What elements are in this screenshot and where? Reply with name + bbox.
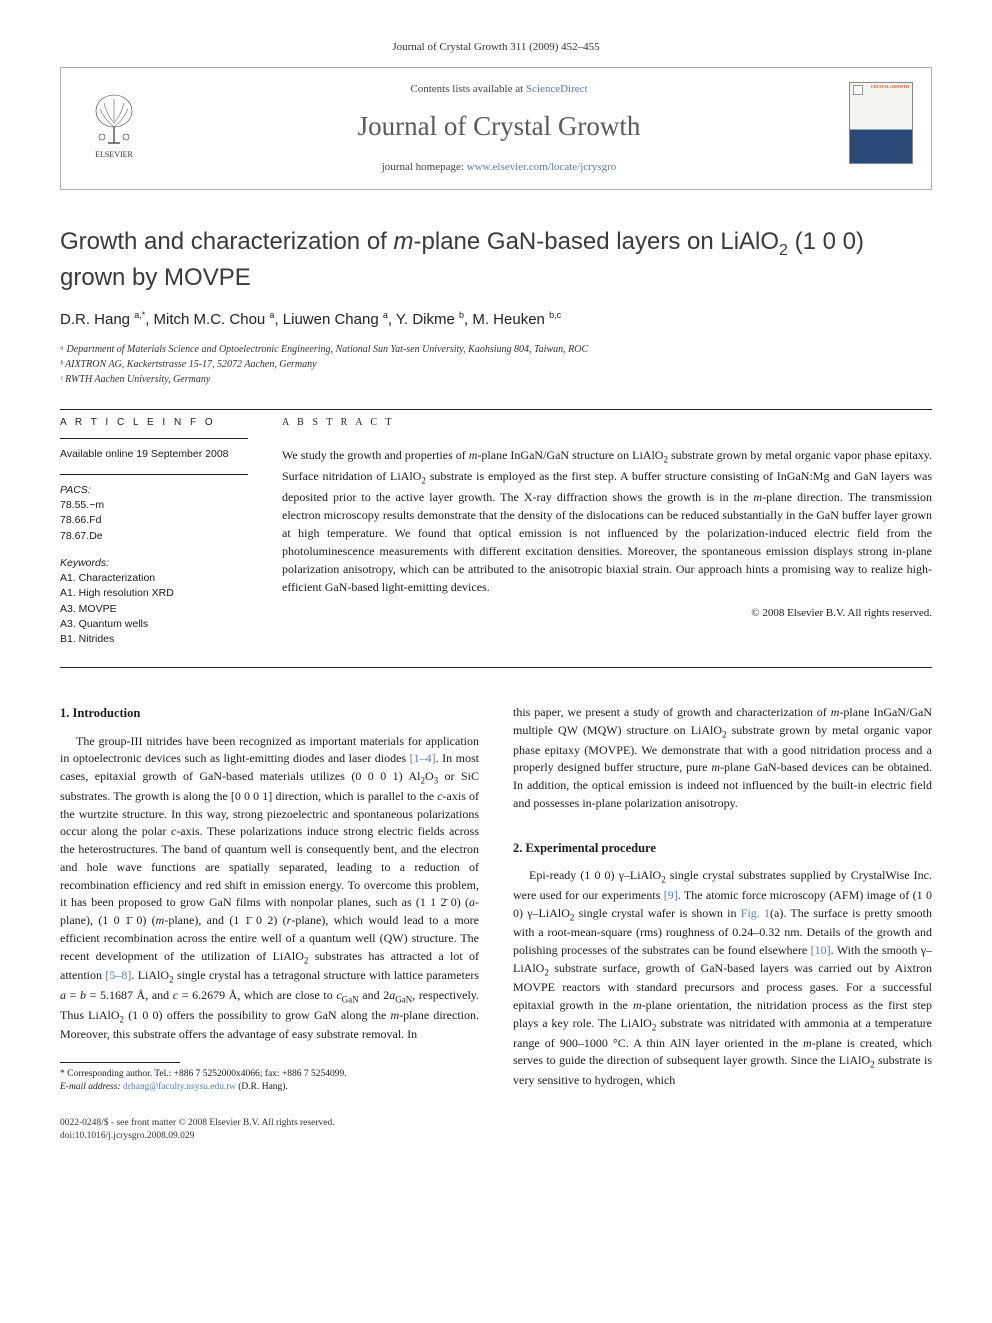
pacs-code: 78.67.De: [60, 529, 248, 544]
section-heading-introduction: 1. Introduction: [60, 704, 479, 723]
affiliation-a: ᵃ Department of Materials Science and Op…: [60, 342, 932, 357]
keyword: A3. Quantum wells: [60, 617, 248, 632]
cover-brand-text: CRYSTAL GROWTH: [871, 85, 909, 89]
article-title: Growth and characterization of m-plane G…: [60, 226, 932, 293]
body-columns: 1. Introduction The group-III nitrides h…: [60, 704, 932, 1095]
email-suffix: (D.R. Hang).: [238, 1082, 288, 1092]
authors-line: D.R. Hang a,*, Mitch M.C. Chou a, Liuwen…: [60, 309, 932, 330]
elsevier-logo: ELSEVIER: [79, 82, 149, 160]
affiliation-c: ᶜ RWTH Aachen University, Germany: [60, 372, 932, 387]
article-info-column: A R T I C L E I N F O Available online 1…: [60, 410, 248, 659]
abstract-copyright: © 2008 Elsevier B.V. All rights reserved…: [282, 606, 932, 621]
abstract-column: A B S T R A C T We study the growth and …: [282, 410, 932, 659]
citation-line: Journal of Crystal Growth 311 (2009) 452…: [60, 40, 932, 55]
experimental-paragraph: Epi-ready (1 0 0) γ–LiAlO2 single crysta…: [513, 867, 932, 1090]
abstract-heading: A B S T R A C T: [282, 410, 932, 438]
keywords-label: Keywords:: [60, 556, 248, 571]
contents-available-line: Contents lists available at ScienceDirec…: [163, 82, 835, 97]
keyword: A3. MOVPE: [60, 602, 248, 617]
footnote-corr: * Corresponding author. Tel.: +886 7 525…: [60, 1068, 479, 1081]
keyword: A1. Characterization: [60, 571, 248, 586]
left-column: 1. Introduction The group-III nitrides h…: [60, 704, 479, 1095]
corresponding-email-link[interactable]: drhang@faculty.nsysu.edu.tw: [123, 1082, 236, 1092]
publisher-name: ELSEVIER: [95, 149, 133, 160]
pacs-label: PACS:: [60, 483, 248, 498]
corresponding-author-footnote: * Corresponding author. Tel.: +886 7 525…: [60, 1068, 479, 1095]
footnote-rule: [60, 1062, 180, 1063]
keyword: B1. Nitrides: [60, 632, 248, 647]
sciencedirect-link[interactable]: ScienceDirect: [526, 83, 588, 95]
journal-homepage-link[interactable]: www.elsevier.com/locate/jcrysgro: [467, 161, 617, 173]
pacs-code: 78.66.Fd: [60, 513, 248, 528]
page-footer: 0022-0248/$ - see front matter © 2008 El…: [60, 1117, 932, 1144]
pacs-code: 78.55.−m: [60, 498, 248, 513]
divider-rule: [60, 667, 932, 668]
journal-header: ELSEVIER Contents lists available at Sci…: [60, 67, 932, 190]
journal-cover-thumbnail: CRYSTAL GROWTH: [849, 82, 913, 164]
right-column: this paper, we present a study of growth…: [513, 704, 932, 1095]
footer-front-matter: 0022-0248/$ - see front matter © 2008 El…: [60, 1117, 335, 1130]
intro-continuation: this paper, we present a study of growth…: [513, 704, 932, 812]
homepage-line: journal homepage: www.elsevier.com/locat…: [163, 160, 835, 175]
affiliation-b: ᵇ AIXTRON AG, Kackertstrasse 15-17, 5207…: [60, 357, 932, 372]
email-label: E-mail address:: [60, 1082, 121, 1092]
journal-name: Journal of Crystal Growth: [163, 108, 835, 146]
intro-paragraph: The group-III nitrides have been recogni…: [60, 733, 479, 1045]
elsevier-tree-icon: [90, 93, 138, 147]
available-online: Available online 19 September 2008: [60, 447, 248, 462]
affiliations: ᵃ Department of Materials Science and Op…: [60, 342, 932, 387]
keyword: A1. High resolution XRD: [60, 586, 248, 601]
abstract-text: We study the growth and properties of m-…: [282, 446, 932, 596]
footer-doi: doi:10.1016/j.jcrysgro.2008.09.029: [60, 1130, 335, 1143]
section-heading-experimental: 2. Experimental procedure: [513, 839, 932, 858]
article-info-heading: A R T I C L E I N F O: [60, 410, 248, 439]
contents-prefix: Contents lists available at: [410, 83, 525, 95]
homepage-prefix: journal homepage:: [382, 161, 467, 173]
